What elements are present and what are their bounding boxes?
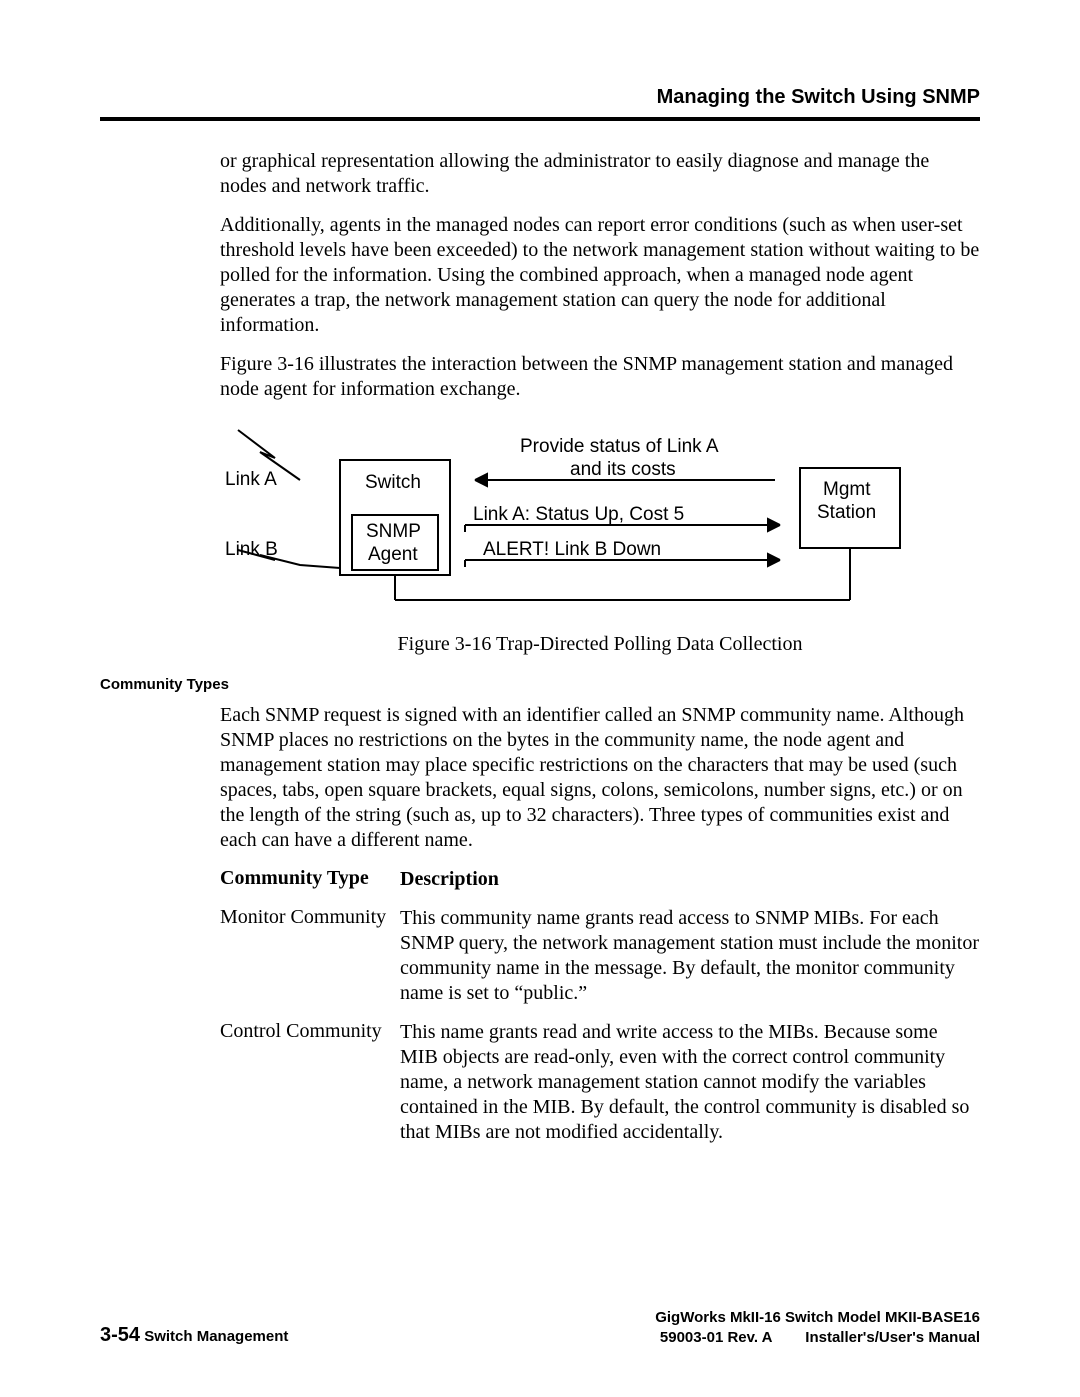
chapter-title: Switch Management bbox=[144, 1328, 288, 1345]
figure: Link A Link B Switch SNMP Agent Provide … bbox=[220, 420, 980, 656]
diagram-label-agent: Agent bbox=[368, 544, 418, 565]
manual-name: Installer's/User's Manual bbox=[805, 1329, 980, 1346]
table-header-left: Community Type bbox=[220, 867, 400, 892]
footer-right: GigWorks MkII-16 Switch Model MKII-BASE1… bbox=[655, 1308, 980, 1347]
body-column: Each SNMP request is signed with an iden… bbox=[220, 703, 980, 1145]
table-cell-community-type: Monitor Community bbox=[220, 906, 400, 1006]
diagram-label-switch: Switch bbox=[365, 472, 421, 493]
page-footer: 3-54 Switch Management GigWorks MkII-16 … bbox=[100, 1308, 980, 1347]
figure-diagram: Link A Link B Switch SNMP Agent Provide … bbox=[220, 420, 980, 605]
diagram-label-msg2: Link A: Status Up, Cost 5 bbox=[473, 504, 684, 525]
paragraph: or graphical representation allowing the… bbox=[220, 149, 980, 199]
footer-left: 3-54 Switch Management bbox=[100, 1324, 288, 1347]
running-header: Managing the Switch Using SNMP bbox=[100, 86, 980, 109]
table-row: Control Community This name grants read … bbox=[220, 1020, 980, 1145]
diagram-label-snmp: SNMP bbox=[366, 521, 421, 542]
body-column: or graphical representation allowing the… bbox=[220, 149, 980, 656]
diagram-label-msg3: ALERT! Link B Down bbox=[483, 539, 661, 560]
header-rule bbox=[100, 117, 980, 121]
table-header-row: Community Type Description bbox=[220, 867, 980, 892]
doc-rev: 59003-01 Rev. A bbox=[660, 1329, 772, 1346]
diagram-label-msg1a: Provide status of Link A bbox=[520, 436, 719, 457]
table-cell-description: This name grants read and write access t… bbox=[400, 1020, 980, 1145]
paragraph: Each SNMP request is signed with an iden… bbox=[220, 703, 980, 853]
table-row: Monitor Community This community name gr… bbox=[220, 906, 980, 1006]
diagram-label-msg1b: and its costs bbox=[570, 459, 676, 480]
paragraph: Additionally, agents in the managed node… bbox=[220, 213, 980, 338]
diagram-label-station: Station bbox=[817, 502, 876, 523]
community-table: Community Type Description Monitor Commu… bbox=[220, 867, 980, 1145]
figure-caption: Figure 3-16 Trap-Directed Polling Data C… bbox=[220, 633, 980, 656]
page-number: 3-54 bbox=[100, 1324, 140, 1346]
diagram-label-mgmt: Mgmt bbox=[823, 479, 871, 500]
table-header-right: Description bbox=[400, 867, 980, 892]
table-cell-community-type: Control Community bbox=[220, 1020, 400, 1145]
diagram-label-link-a: Link A bbox=[225, 469, 277, 490]
paragraph: Figure 3-16 illustrates the interaction … bbox=[220, 352, 980, 402]
diagram-label-link-b: Link B bbox=[225, 539, 278, 560]
product-name: GigWorks MkII-16 Switch Model MKII-BASE1… bbox=[655, 1308, 980, 1328]
table-cell-description: This community name grants read access t… bbox=[400, 906, 980, 1006]
page: Managing the Switch Using SNMP or graphi… bbox=[0, 0, 1080, 1397]
side-heading: Community Types bbox=[100, 676, 980, 693]
